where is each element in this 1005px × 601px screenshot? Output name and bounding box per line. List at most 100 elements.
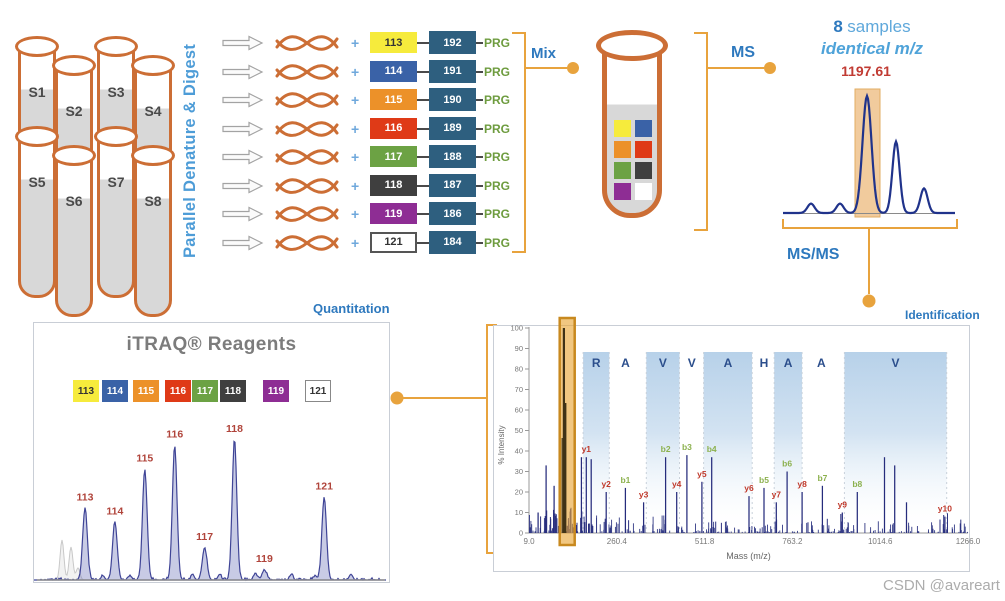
msms-identification-spectrum: R A V V A H A A V 0 10 20 30 40 50 60 70 80 90 100 9.0 260.4 5… — [497, 316, 981, 561]
reporter-balance-link — [417, 156, 429, 159]
balance-box: 184 — [429, 230, 476, 254]
msms-connector-dot — [862, 294, 876, 308]
protein-squiggle-icon — [275, 178, 339, 194]
tube-body — [55, 155, 93, 317]
mix-swatch-119 — [614, 183, 631, 200]
sample-tube-s5: S5 — [15, 126, 59, 302]
quantitation-title: iTRAQ® Reagents — [126, 334, 297, 355]
balance-box: 186 — [429, 202, 476, 226]
quantitation-connector-dot — [390, 391, 404, 405]
mix-swatch-118 — [635, 162, 652, 179]
identification-corner-label: Identification — [905, 308, 980, 322]
svg-text:0: 0 — [519, 529, 523, 538]
precursor-mass-label: 1197.61 — [841, 63, 891, 79]
identification-bracket — [486, 324, 497, 554]
svg-text:% Intensity: % Intensity — [497, 425, 506, 464]
svg-text:y6: y6 — [744, 483, 754, 493]
peptide-reactive-group-label: PRG — [484, 178, 511, 193]
reagent-labelling-rows: +113 192 PRG +114 191 PRG +115 190 PRG +116 189… — [222, 29, 514, 259]
svg-text:y3: y3 — [639, 489, 649, 499]
mix-swatch-115 — [614, 141, 631, 158]
balance-box: 192 — [429, 31, 476, 54]
mix-connector-dot — [567, 62, 579, 74]
watermark: CSDN @avareart — [883, 577, 1000, 594]
protein-squiggle-icon — [275, 92, 339, 109]
ms-annotation: 8 samples identical m/z — [812, 16, 932, 59]
reporter-swatch-114: 114 — [102, 380, 128, 402]
reagent-row-119: +119 186 PRG — [222, 200, 514, 228]
svg-text:119: 119 — [256, 553, 273, 565]
balance-box: 191 — [429, 59, 476, 83]
reporter-balance-link — [417, 42, 429, 44]
peptide-reactive-group-label: PRG — [484, 150, 511, 165]
svg-text:y7: y7 — [772, 489, 782, 499]
sample-tube-s7: S7 — [94, 126, 138, 302]
sample-label: S6 — [65, 193, 83, 209]
protein-squiggle-icon — [275, 149, 339, 166]
mix-swatch-116 — [635, 141, 652, 158]
svg-text:260.4: 260.4 — [607, 537, 628, 546]
tube-mouth — [131, 55, 175, 76]
sample-label: S7 — [107, 174, 125, 190]
reagent-row-117: +117 188 PRG — [222, 143, 514, 171]
reporter-balance-link — [417, 99, 429, 102]
balance-prg-link — [476, 213, 483, 216]
svg-text:30: 30 — [515, 467, 523, 476]
svg-text:b7: b7 — [817, 473, 827, 483]
reporter-balance-link — [417, 241, 429, 244]
reporter-swatch-116: 116 — [165, 380, 191, 402]
svg-text:90: 90 — [515, 344, 523, 353]
reporter-swatch-119: 119 — [263, 380, 289, 402]
protein-squiggle-icon — [275, 206, 339, 223]
svg-text:b2: b2 — [661, 444, 671, 454]
peptide-reactive-group-label: PRG — [484, 36, 511, 50]
svg-text:60: 60 — [515, 406, 523, 415]
svg-text:A: A — [817, 356, 826, 370]
ms-connector-dot — [764, 62, 776, 74]
balance-box: 188 — [429, 145, 476, 169]
svg-text:116: 116 — [166, 429, 183, 441]
reagent-row-113: +113 192 PRG — [222, 29, 514, 57]
plus-icon: + — [351, 120, 360, 137]
svg-text:y4: y4 — [672, 479, 682, 489]
plus-icon: + — [351, 149, 360, 166]
reporter-box: 113 — [370, 32, 417, 53]
peptide-reactive-group-label: PRG — [484, 64, 511, 79]
svg-text:511.8: 511.8 — [695, 537, 715, 546]
mix-bracket — [512, 32, 526, 253]
peptide-reactive-group-label: PRG — [484, 207, 511, 222]
protein-squiggle-icon — [275, 120, 339, 137]
plus-icon: + — [351, 177, 360, 194]
tube-body — [134, 155, 172, 317]
reporter-balance-link — [417, 213, 429, 216]
svg-text:A: A — [784, 356, 793, 370]
svg-text:80: 80 — [515, 365, 523, 374]
svg-text:b3: b3 — [682, 442, 692, 452]
reporter-box: 119 — [370, 203, 417, 225]
protein-squiggle-icon — [275, 63, 339, 80]
sample-label: S2 — [65, 103, 83, 119]
svg-text:113: 113 — [77, 492, 94, 504]
svg-text:100: 100 — [510, 324, 523, 333]
tube-mouth — [94, 36, 138, 57]
balance-prg-link — [476, 184, 483, 187]
svg-text:50: 50 — [515, 426, 523, 435]
tube-mouth — [131, 145, 175, 166]
mix-swatch-117 — [614, 162, 631, 179]
balance-prg-link — [476, 42, 483, 44]
mix-swatch-114 — [635, 120, 652, 137]
precursor-ms-spectrum — [783, 88, 955, 218]
svg-text:20: 20 — [515, 488, 523, 497]
arrow-icon — [222, 35, 264, 51]
tube-mouth — [52, 145, 96, 166]
sample-label: S5 — [28, 174, 46, 190]
peptide-reactive-group-label: PRG — [484, 121, 511, 136]
mixed-sample-tube-mouth — [596, 30, 668, 61]
reporter-box: 121 — [370, 231, 417, 253]
svg-text:115: 115 — [136, 452, 153, 464]
reagent-row-118: +118 187 PRG — [222, 172, 514, 200]
svg-text:763.2: 763.2 — [782, 537, 803, 546]
tube-mouth — [52, 55, 96, 76]
balance-prg-link — [476, 70, 483, 73]
